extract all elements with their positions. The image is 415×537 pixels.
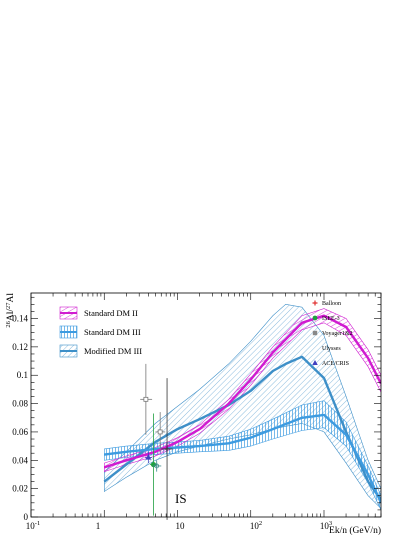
legend-label: Standard DM II <box>84 308 138 318</box>
legend-right-item: Voyager1&2 <box>312 330 353 337</box>
x-axis-title: Ek/n (GeV/n) <box>329 525 381 536</box>
marker-triangle <box>145 454 152 460</box>
legend-right-item: ISEE-3 <box>312 315 340 322</box>
legend-label: Balloon <box>322 301 341 307</box>
legend-left-item: Modified DM III <box>59 344 142 358</box>
legend-label: Voyager1&2 <box>322 331 353 337</box>
data-point <box>144 451 153 464</box>
x-tick-label: 10-1 <box>26 520 40 531</box>
series-line-0 <box>103 314 381 469</box>
data-point <box>155 412 166 452</box>
legend-right-item: Balloon <box>312 300 341 307</box>
legend-marker <box>312 300 318 306</box>
plot-area <box>103 303 381 520</box>
series-line-1 <box>104 413 381 504</box>
legend-left-item: Standard DM III <box>59 325 141 339</box>
data-point <box>161 378 173 520</box>
x-tick-label: 10 <box>176 521 186 531</box>
series-line-2 <box>103 355 381 501</box>
legend-label: Ulysses <box>322 346 341 352</box>
y-tick-label: 0.08 <box>12 399 28 409</box>
band-1 <box>104 400 381 511</box>
legend-label: Standard DM III <box>84 327 141 337</box>
data-point <box>140 363 153 435</box>
axis-tick-labels: 10-1 1 10 102 103 0 0.02 0.04 0.06 0.08 0.1 0.12 0.1… <box>12 314 332 531</box>
legend-left: Standard DM II Standard DM III Modified DM… <box>59 306 142 358</box>
legend-right-item: Ulysses <box>322 346 341 352</box>
legend-label: ACE/CRIS <box>322 361 349 367</box>
y-tick-label: 0.12 <box>12 342 28 352</box>
y-tick-label: 0.02 <box>12 484 28 494</box>
x-tick-label: 103 <box>320 520 332 531</box>
y-tick-label: 0.04 <box>12 455 28 465</box>
annotation-is: IS <box>175 491 187 506</box>
legend-left-item: Standard DM II <box>59 306 138 320</box>
y-tick-label: 0.06 <box>12 427 28 437</box>
x-tick-label: 102 <box>250 520 262 531</box>
y-tick-label: 0 <box>24 512 29 522</box>
marker-star <box>164 446 170 452</box>
legend-marker <box>312 315 318 321</box>
y-tick-label: 0.1 <box>17 370 28 380</box>
marker-open <box>154 463 160 469</box>
data-point <box>152 460 162 472</box>
legend-marker <box>312 330 318 336</box>
axis-ticks <box>30 293 382 518</box>
marker-square <box>157 429 163 435</box>
data-points <box>140 363 173 520</box>
legend-label: ISEE-3 <box>322 316 340 322</box>
y-tick-label: 0.14 <box>12 314 28 324</box>
legend-marker <box>312 360 318 365</box>
series-lines <box>103 314 381 504</box>
legend-right: Balloon ISEE-3 Voyager1&2 Ulysses ACE/CRIS <box>312 300 353 367</box>
x-tick-label: 1 <box>96 521 101 531</box>
legend-label: Modified DM III <box>84 346 142 356</box>
marker-square <box>143 396 149 402</box>
plot-frame <box>30 292 382 518</box>
y-axis-title: 26Al/27Al <box>5 293 16 328</box>
legend-right-item: ACE/CRIS <box>312 360 349 367</box>
